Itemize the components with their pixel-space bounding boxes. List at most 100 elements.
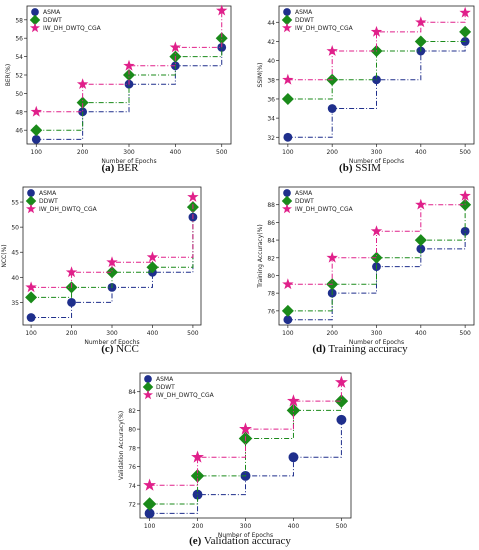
x-tick-label: 200 — [326, 330, 338, 337]
y-tick-label: 50 — [15, 91, 23, 98]
data-point-diamond — [414, 234, 427, 247]
legend-label: DDWT — [43, 17, 62, 24]
x-tick-label: 400 — [147, 330, 159, 337]
legend-marker-diamond — [29, 14, 41, 26]
legend-marker-star — [30, 22, 40, 33]
y-tick-label: 72 — [128, 501, 136, 508]
y-tick-label: 48 — [15, 109, 23, 116]
caption-ncc: (c) NCC — [101, 343, 139, 355]
y-tick-label: 55 — [11, 200, 19, 207]
data-point-circle — [144, 508, 155, 519]
data-point-star — [216, 4, 228, 16]
y-tick-label: 40 — [11, 275, 19, 282]
legend-label: IW_DH_DWTQ_CGA — [39, 206, 98, 213]
y-tick-label: 36 — [267, 96, 275, 103]
x-tick-label: 300 — [371, 330, 383, 337]
x-tick-label: 500 — [216, 149, 228, 156]
data-point-diamond — [146, 261, 159, 274]
caption-validation-accuracy: (e) Validation accuracy — [189, 535, 291, 547]
data-point-circle — [327, 104, 337, 113]
y-tick-label: 82 — [267, 255, 275, 262]
data-point-star — [326, 45, 338, 56]
y-axis-label: BER(%) — [5, 64, 12, 86]
data-point-circle — [31, 135, 41, 144]
y-tick-label: 76 — [128, 464, 136, 471]
x-tick-label: 300 — [371, 149, 383, 156]
chart-validation-accuracy: 72 74 76 78 80 82 84 100 200 300 400 500 Number of E… — [118, 372, 352, 539]
data-point-star — [459, 189, 471, 201]
y-tick-label: 82 — [128, 408, 136, 415]
y-tick-label: 80 — [128, 427, 136, 434]
legend-marker-diamond — [281, 14, 293, 26]
y-tick-label: 38 — [267, 77, 275, 84]
x-tick-label: 400 — [415, 330, 427, 337]
x-tick-label: 100 — [31, 149, 43, 156]
caption-ssim: (b) SSIM — [339, 162, 381, 174]
y-axis-label: Validation Accuracy(%) — [118, 411, 125, 480]
data-point-diamond — [30, 124, 43, 137]
y-axis-label: NCC(%) — [1, 244, 8, 267]
data-point-star — [30, 105, 42, 117]
legend-label: IW_DH_DWTQ_CGA — [295, 206, 354, 213]
legend-label: DDWT — [156, 384, 175, 391]
y-tick-label: 78 — [267, 291, 275, 298]
x-tick-label: 500 — [459, 149, 471, 156]
data-point-circle — [67, 298, 76, 307]
legend-label: ASMA — [156, 376, 174, 383]
data-point-diamond — [281, 304, 294, 317]
data-point-star — [282, 278, 294, 290]
x-tick-label: 400 — [170, 149, 182, 156]
y-tick-label: 88 — [267, 202, 275, 209]
x-axis-label: Number of Epochs — [101, 158, 156, 165]
x-axis-label: Number of Epochs — [84, 339, 139, 346]
legend-label: IW_DH_DWTQ_CGA — [156, 392, 215, 399]
legend-label: ASMA — [295, 190, 313, 197]
legend-label: IW_DH_DWTQ_CGA — [43, 25, 102, 32]
data-point-diamond — [459, 198, 472, 211]
data-point-star — [146, 251, 159, 263]
y-tick-label: 56 — [15, 36, 23, 43]
caption-ber: (a) BER — [101, 162, 139, 174]
x-tick-label: 100 — [282, 330, 294, 337]
data-point-star — [282, 73, 294, 85]
legend-label: ASMA — [295, 9, 313, 16]
legend-marker-diamond — [281, 195, 293, 207]
data-point-star — [106, 256, 118, 268]
y-tick-label: 84 — [267, 238, 275, 245]
data-point-star — [334, 375, 348, 388]
y-axis-label: SSIM(%) — [257, 63, 264, 88]
data-point-diamond — [459, 25, 472, 38]
y-tick-label: 44 — [267, 20, 275, 27]
x-tick-label: 200 — [66, 330, 78, 337]
series-line-diamond — [31, 207, 194, 298]
x-axis-label: Number of Epochs — [349, 339, 404, 346]
data-point-circle — [336, 414, 347, 425]
data-point-circle — [217, 43, 227, 52]
legend-label: IW_DH_DWTQ_CGA — [295, 25, 354, 32]
legend-label: DDWT — [295, 17, 314, 24]
data-point-diamond — [414, 35, 427, 48]
y-tick-label: 84 — [128, 389, 136, 396]
data-point-diamond — [334, 394, 349, 408]
data-point-star — [287, 394, 300, 407]
x-tick-label: 200 — [326, 149, 338, 156]
legend-marker-circle — [27, 189, 35, 197]
data-point-circle — [283, 132, 293, 142]
chart-ber: 46 48 50 52 54 56 58 100 200 300 400 500 Number of E… — [5, 4, 232, 165]
x-tick-label: 500 — [336, 523, 348, 530]
x-tick-label: 500 — [187, 330, 199, 337]
legend-label: ASMA — [43, 9, 61, 16]
data-point-diamond — [286, 403, 301, 418]
data-point-star — [415, 198, 427, 210]
data-point-star — [459, 6, 471, 18]
data-point-diamond — [370, 251, 383, 264]
data-point-star — [370, 225, 383, 237]
chart-ncc: 35 40 45 50 55 100 200 300 400 500 Number of Epoch… — [1, 186, 202, 346]
data-point-star — [143, 478, 157, 491]
data-point-star — [191, 450, 204, 463]
data-point-star — [65, 266, 78, 278]
x-axis-label: Number of Epochs — [349, 158, 404, 165]
data-point-circle — [288, 452, 299, 463]
x-tick-label: 200 — [77, 149, 89, 156]
